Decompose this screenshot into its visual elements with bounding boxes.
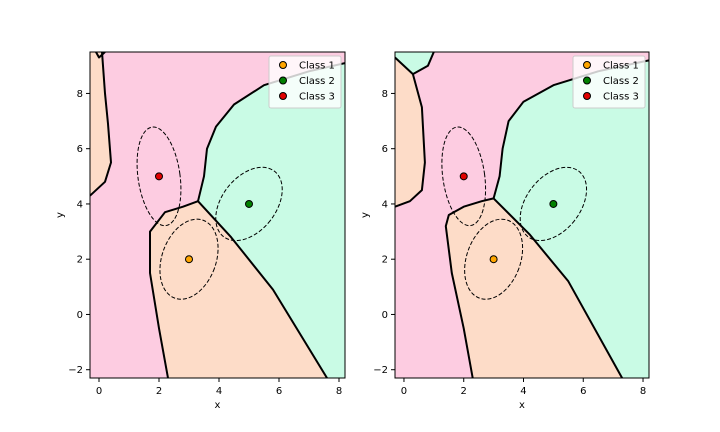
left-subplot: 0 2 4 6 8 −2 0 2 4 6 8 x y Class 1 Class 2 Class 3 (55, 51, 346, 411)
covariance-ellipse-class-3 (136, 126, 182, 227)
x-tick-label: 4 (520, 386, 526, 397)
x-tick-label: 4 (216, 386, 222, 397)
decision-region-class-2 (493, 60, 649, 378)
legend-label-class-3: Class 3 (603, 92, 639, 103)
y-tick-label: 4 (77, 199, 83, 210)
y-tick-label: 8 (77, 89, 83, 100)
x-tick-label: 2 (156, 386, 162, 397)
decision-region-class-2 (198, 63, 345, 378)
decision-boundary (149, 200, 199, 378)
legend-label-class-3: Class 3 (299, 92, 335, 103)
y-tick-label: 6 (382, 144, 388, 155)
y-tick-label: 2 (77, 255, 83, 266)
legend-marker-class-2 (583, 76, 591, 85)
decision-region-class-1 (90, 52, 111, 196)
decision-boundary (95, 52, 106, 59)
covariance-ellipse-class-1 (159, 218, 219, 300)
x-axis-label: x (519, 400, 525, 411)
plot-area (395, 52, 649, 378)
data-point-class-1 (489, 255, 498, 264)
y-tick-label: 2 (382, 255, 388, 266)
decision-boundary (444, 197, 494, 378)
legend-label-class-2: Class 2 (603, 76, 639, 87)
decision-region-class-1 (445, 198, 623, 378)
data-point-class-2 (549, 199, 558, 208)
y-tick-label: 8 (382, 89, 388, 100)
data-point-class-1 (185, 255, 193, 264)
y-axis-label: y (55, 212, 66, 218)
x-tick-label: 0 (401, 386, 407, 397)
y-tick-label: 0 (77, 310, 83, 321)
legend-label-class-1: Class 1 (299, 61, 335, 72)
legend-marker-class-1 (583, 61, 591, 69)
y-tick-label: 6 (77, 144, 83, 155)
y-tick-label: 4 (382, 199, 388, 210)
x-tick-label: 6 (580, 386, 586, 397)
legend: Class 1 Class 2 Class 3 (572, 55, 646, 109)
legend-marker-class-2 (279, 76, 287, 85)
decision-region-class-2 (395, 52, 434, 75)
covariance-ellipse-class-2 (215, 166, 283, 242)
right-subplot: 0 2 4 6 8 −2 0 2 4 6 8 x y Class 1 Class 2 Class 3 (360, 51, 650, 411)
decision-boundary (412, 52, 435, 75)
legend-box (268, 55, 342, 109)
y-tick-label: 0 (382, 310, 388, 321)
decision-region-class-1 (150, 201, 327, 378)
decision-boundary (197, 200, 328, 378)
legend-label-class-1: Class 1 (603, 61, 639, 72)
x-tick-label: 8 (640, 386, 646, 397)
x-axis-label: x (215, 400, 221, 411)
axes-frame (394, 51, 650, 379)
x-tick-label: 0 (96, 386, 102, 397)
decision-boundary (395, 56, 426, 208)
x-tick-label: 8 (336, 386, 342, 397)
decision-boundary (90, 52, 112, 197)
legend-box (572, 55, 646, 109)
covariance-ellipse-class-3 (441, 126, 487, 227)
legend-marker-class-3 (583, 92, 591, 100)
x-tick-label: 2 (461, 386, 467, 397)
legend: Class 1 Class 2 Class 3 (268, 55, 342, 109)
legend-label-class-2: Class 2 (299, 76, 335, 87)
data-point-class-3 (459, 172, 468, 181)
data-point-class-3 (155, 172, 163, 181)
y-axis-label: y (360, 212, 371, 218)
covariance-ellipse-class-2 (519, 166, 588, 242)
decision-boundary (492, 197, 623, 378)
data-point-class-2 (245, 199, 253, 208)
axes-frame (89, 51, 346, 379)
covariance-ellipse-class-1 (464, 218, 524, 300)
y-tick-label: −2 (68, 365, 83, 376)
x-tick-label: 6 (276, 386, 282, 397)
legend-marker-class-3 (279, 92, 287, 100)
legend-marker-class-1 (279, 61, 287, 69)
decision-region-class-1 (395, 57, 425, 207)
y-tick-label: −2 (373, 365, 388, 376)
